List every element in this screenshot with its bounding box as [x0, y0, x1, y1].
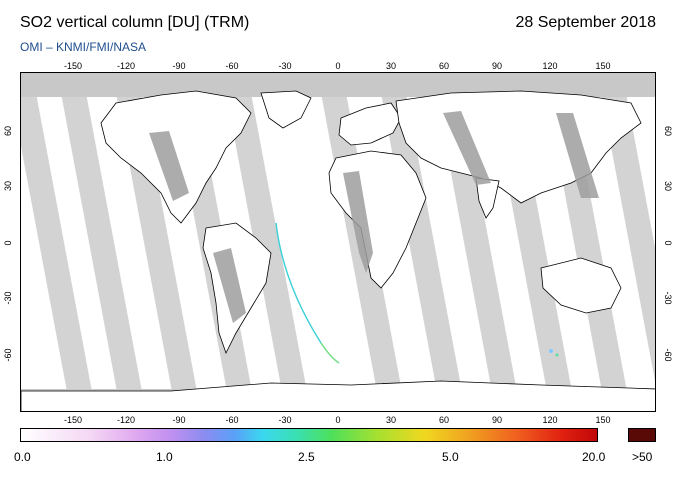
world-map[interactable]: [20, 72, 656, 412]
lon-label-top: 60: [438, 61, 449, 71]
lon-label-bottom: -30: [278, 415, 292, 425]
lon-label-top: -90: [172, 61, 186, 71]
lon-label-top: 0: [335, 61, 341, 71]
lat-label-left: 60: [3, 126, 13, 137]
lon-label-top: 30: [385, 61, 396, 71]
lon-label-bottom: -120: [116, 415, 135, 425]
lon-label-top: 90: [491, 61, 502, 71]
lon-label-top: -120: [116, 61, 135, 71]
so2-trace-high: [320, 342, 340, 364]
colorbar-label: 0.0: [14, 450, 31, 464]
nodata-patch: [556, 113, 599, 198]
data-source: OMI – KNMI/FMI/NASA: [20, 40, 147, 54]
lat-label-left: 0: [3, 240, 13, 246]
lat-label-right: 60: [663, 125, 673, 136]
map-svg: [21, 73, 655, 411]
india: [475, 177, 500, 219]
nodata-patch: [213, 248, 246, 323]
antarctica: [21, 380, 655, 411]
colorbar-label: 20.0: [582, 450, 606, 464]
lon-label-bottom: 120: [542, 415, 558, 425]
so2-spot: [555, 353, 559, 357]
colorbar-label: >50: [632, 450, 653, 464]
lon-label-bottom: 30: [385, 415, 396, 425]
lat-label-left: -30: [3, 291, 13, 305]
lon-label-top: 150: [595, 61, 611, 71]
lon-label-top: -150: [63, 61, 82, 71]
europe: [338, 102, 402, 146]
lon-label-top: -30: [278, 61, 292, 71]
nodata-patch: [343, 171, 373, 273]
colorbar-label: 1.0: [156, 450, 173, 464]
map-title: SO2 vertical column [DU] (TRM): [20, 14, 250, 31]
lon-label-bottom: 0: [335, 415, 341, 425]
colorbar: [20, 428, 598, 442]
swath-gap: [61, 93, 146, 411]
greenland: [260, 90, 312, 129]
colorbar-label: 5.0: [442, 450, 459, 464]
lon-label-bottom: 150: [595, 415, 611, 425]
colorbar-overflow: [628, 428, 656, 442]
lon-label-bottom: 60: [438, 415, 449, 425]
lat-label-right: 0: [663, 240, 673, 246]
lon-label-top: 120: [542, 61, 558, 71]
swath-gap: [21, 93, 96, 411]
australia: [540, 257, 622, 314]
lon-label-top: -60: [225, 61, 239, 71]
lat-label-right: -60: [663, 348, 673, 362]
swath-gap: [116, 93, 201, 411]
lon-label-bottom: -90: [172, 415, 186, 425]
colorbar-label: 2.5: [298, 450, 315, 464]
swath-gap: [436, 93, 521, 411]
swath-gap: [601, 93, 655, 381]
lat-label-left: -60: [3, 348, 13, 362]
lat-label-right: 30: [663, 180, 673, 191]
land-nodata: [149, 111, 599, 323]
lon-label-bottom: 90: [491, 415, 502, 425]
so2-spot: [549, 349, 553, 353]
lon-label-bottom: -150: [63, 415, 82, 425]
lat-label-right: -30: [663, 291, 673, 305]
nodata-patch: [443, 111, 491, 185]
nodata-patch: [149, 131, 189, 201]
lon-label-bottom: -60: [225, 415, 239, 425]
lat-label-left: 30: [3, 181, 13, 192]
map-date: 28 September 2018: [515, 14, 656, 31]
